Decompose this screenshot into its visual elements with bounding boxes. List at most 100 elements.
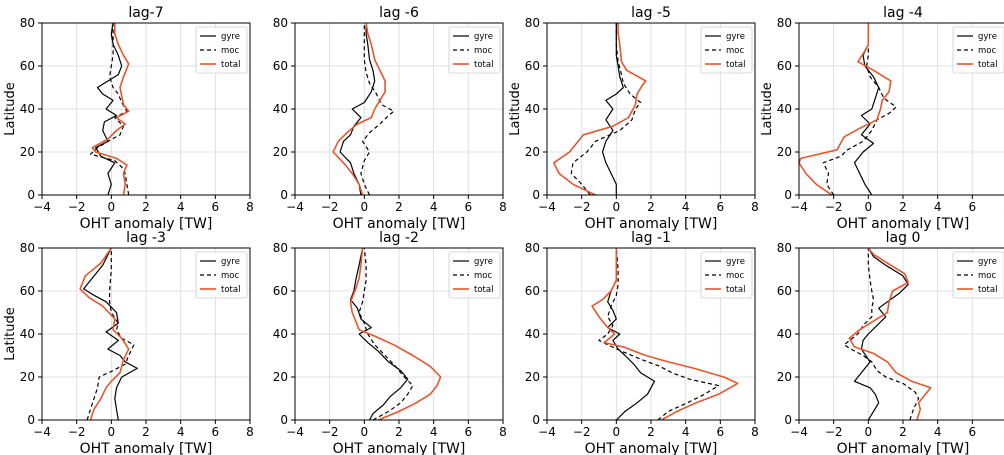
legend-label-gyre: gyre: [726, 32, 745, 42]
y-tick-label: 40: [777, 327, 792, 341]
y-tick-label: 60: [20, 284, 35, 298]
y-tick-label: 60: [273, 284, 288, 298]
legend-box: [195, 26, 248, 74]
x-tick-label: 8: [246, 200, 254, 214]
x-axis-label: OHT anomaly [TW]: [80, 216, 213, 232]
legend-label-total: total: [221, 285, 240, 295]
x-tick-label: 4: [177, 425, 185, 439]
y-tick-label: 80: [20, 16, 35, 30]
legend-box: [700, 251, 753, 299]
series-group: [553, 23, 647, 195]
y-tick-label: 0: [27, 413, 35, 427]
series-group: [349, 248, 442, 420]
x-tick-label: −2: [825, 425, 843, 439]
x-tick-label: 4: [682, 425, 690, 439]
legend-box: [952, 26, 1004, 74]
x-tick-label: −2: [68, 200, 86, 214]
x-tick-label: 0: [108, 200, 116, 214]
panel-title: lag -3: [126, 230, 166, 246]
y-tick-label: 0: [532, 413, 540, 427]
series-line-gyre: [853, 248, 909, 420]
x-axis-label: OHT anomaly [TW]: [333, 441, 466, 455]
x-axis-label: OHT anomaly [TW]: [333, 216, 466, 232]
x-tick-label: 6: [969, 425, 977, 439]
y-tick-label: 60: [20, 59, 35, 73]
x-tick-label: 6: [717, 200, 725, 214]
y-tick-label: 40: [525, 327, 540, 341]
series-line-moc: [360, 23, 395, 195]
panel-title: lag-7: [128, 5, 163, 21]
series-line-moc: [843, 248, 920, 420]
x-tick-label: −4: [33, 200, 51, 214]
y-tick-label: 20: [777, 370, 792, 384]
legend-box: [448, 26, 501, 74]
x-tick-label: 8: [751, 200, 759, 214]
legend-label-moc: moc: [221, 46, 239, 56]
x-tick-label: −2: [321, 425, 339, 439]
series-line-total: [349, 248, 442, 420]
series-group: [79, 248, 138, 420]
y-tick-label: 80: [525, 16, 540, 30]
x-tick-label: −4: [33, 425, 51, 439]
x-tick-label: −4: [538, 200, 556, 214]
panel-title: lag -2: [379, 230, 419, 246]
series-line-moc: [822, 23, 897, 195]
x-tick-label: 0: [108, 425, 116, 439]
legend-label-gyre: gyre: [978, 32, 997, 42]
legend-label-total: total: [221, 60, 240, 70]
y-tick-label: 60: [525, 59, 540, 73]
y-tick-label: 80: [777, 16, 792, 30]
y-tick-label: 0: [784, 188, 792, 202]
y-tick-label: 20: [20, 145, 35, 159]
x-tick-label: 0: [361, 425, 369, 439]
y-tick-label: 20: [273, 370, 288, 384]
series-group: [332, 23, 395, 195]
x-tick-label: −4: [286, 425, 304, 439]
legend-box: [448, 251, 501, 299]
x-axis-label: OHT anomaly [TW]: [80, 441, 213, 455]
series-group: [89, 23, 130, 195]
x-axis-label: OHT anomaly [TW]: [837, 441, 970, 455]
panel-title: lag 0: [886, 230, 921, 246]
y-tick-label: 0: [280, 413, 288, 427]
y-tick-label: 60: [777, 59, 792, 73]
legend-label-gyre: gyre: [221, 32, 240, 42]
series-line-gyre: [95, 23, 123, 195]
x-tick-label: 8: [499, 200, 507, 214]
legend-label-moc: moc: [726, 271, 744, 281]
x-tick-label: −2: [68, 425, 86, 439]
x-tick-label: 2: [647, 200, 655, 214]
legend-label-total: total: [726, 60, 745, 70]
series-line-total: [332, 23, 386, 195]
y-tick-label: 80: [273, 241, 288, 255]
x-tick-label: 6: [212, 200, 220, 214]
y-tick-label: 0: [280, 188, 288, 202]
legend-label-gyre: gyre: [474, 32, 493, 42]
x-tick-label: 0: [613, 425, 621, 439]
x-tick-label: 4: [430, 425, 438, 439]
x-tick-label: −2: [321, 200, 339, 214]
x-tick-label: 0: [865, 200, 873, 214]
series-line-total: [799, 23, 892, 195]
y-tick-label: 20: [777, 145, 792, 159]
y-tick-label: 40: [273, 327, 288, 341]
legend-label-moc: moc: [978, 271, 996, 281]
y-axis-label: Latitude: [3, 307, 18, 361]
y-tick-label: 40: [525, 102, 540, 116]
y-tick-label: 60: [525, 284, 540, 298]
x-tick-label: −4: [790, 425, 808, 439]
y-tick-label: 40: [273, 102, 288, 116]
legend-box: [195, 251, 248, 299]
x-tick-label: 8: [246, 425, 254, 439]
y-tick-label: 20: [525, 145, 540, 159]
legend-label-moc: moc: [978, 46, 996, 56]
x-tick-label: −4: [790, 200, 808, 214]
y-tick-label: 60: [777, 284, 792, 298]
x-tick-label: 0: [361, 200, 369, 214]
